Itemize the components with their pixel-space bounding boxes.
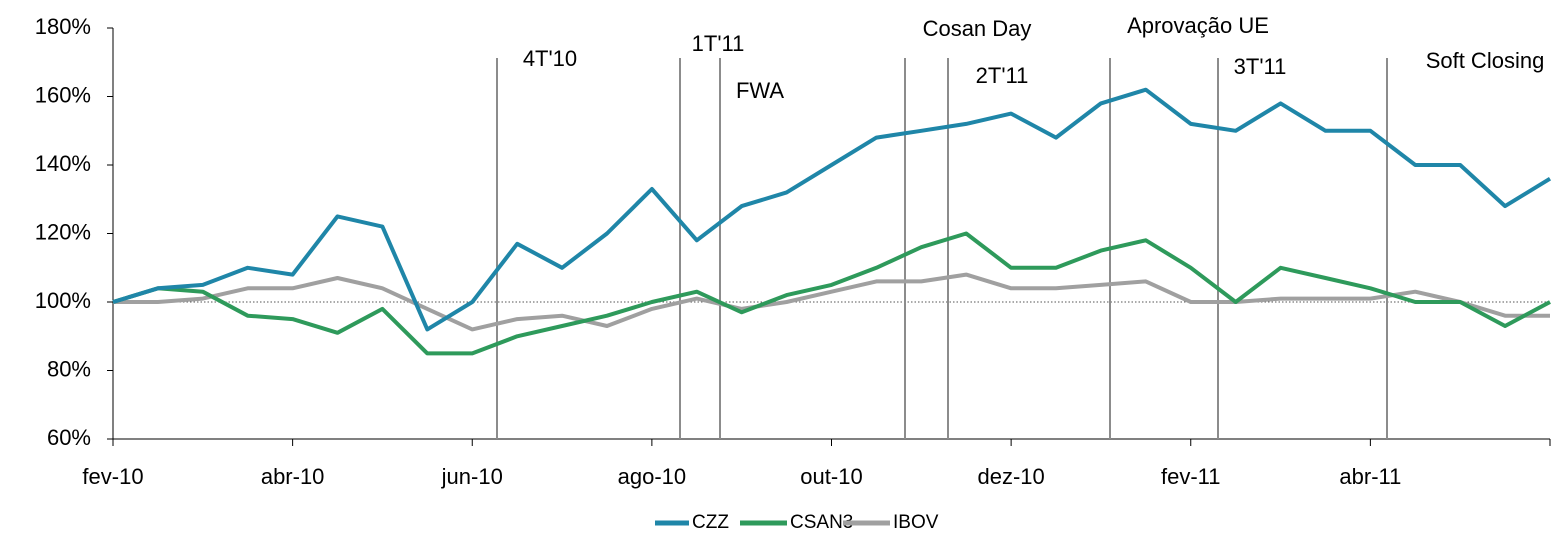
y-tick-label: 100% — [35, 288, 91, 313]
event-label: 2T'11 — [976, 63, 1029, 88]
event-label: Cosan Day — [923, 16, 1032, 41]
y-tick-label: 140% — [35, 151, 91, 176]
x-tick-label: jun-10 — [441, 464, 503, 489]
y-tick-label: 160% — [35, 82, 91, 107]
y-tick-label: 120% — [35, 219, 91, 244]
event-label: 4T'10 — [523, 46, 577, 71]
event-label: FWA — [736, 78, 784, 103]
event-label: 1T'11 — [692, 31, 745, 56]
x-tick-label: abr-10 — [261, 464, 325, 489]
y-tick-label: 60% — [47, 425, 91, 450]
event-label: Aprovação UE — [1127, 13, 1269, 38]
series-line — [112, 87, 1552, 332]
event-label: 3T'11 — [1234, 54, 1287, 79]
x-tick-label: fev-10 — [82, 464, 143, 489]
x-tick-label: abr-11 — [1339, 464, 1401, 489]
event-label: Soft Closing — [1426, 48, 1545, 73]
y-tick-label: 180% — [35, 14, 91, 39]
x-tick-label: dez-10 — [977, 464, 1044, 489]
y-tick-label: 80% — [47, 356, 91, 381]
legend-label: IBOV — [893, 512, 939, 533]
legend-label: CSAN3 — [790, 512, 853, 533]
x-tick-label: fev-11 — [1161, 464, 1221, 489]
series-line — [113, 272, 1550, 332]
x-tick-label: out-10 — [800, 464, 862, 489]
legend-label: CZZ — [692, 512, 729, 533]
x-tick-label: ago-10 — [618, 464, 687, 489]
series-line — [112, 231, 1551, 356]
